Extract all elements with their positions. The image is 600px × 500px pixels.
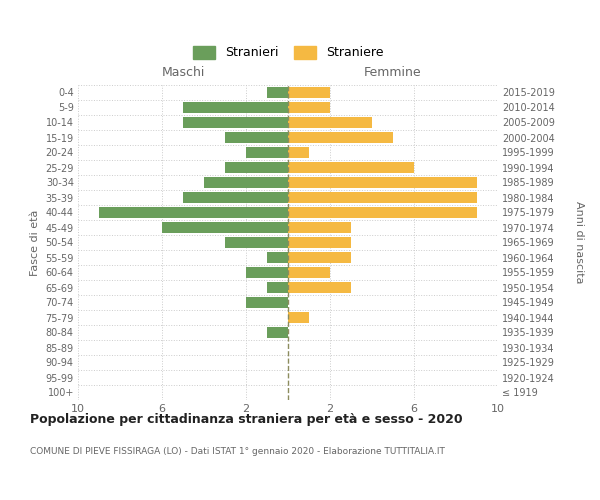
Y-axis label: Anni di nascita: Anni di nascita — [574, 201, 584, 284]
Bar — [288, 102, 330, 114]
Bar — [288, 312, 309, 324]
Bar — [288, 116, 372, 128]
Bar — [246, 296, 288, 308]
Text: Femmine: Femmine — [364, 66, 422, 78]
Bar — [225, 132, 288, 143]
Bar — [288, 222, 351, 234]
Bar — [288, 162, 414, 173]
Legend: Stranieri, Straniere: Stranieri, Straniere — [187, 41, 389, 64]
Bar — [225, 162, 288, 173]
Y-axis label: Fasce di età: Fasce di età — [30, 210, 40, 276]
Text: Maschi: Maschi — [161, 66, 205, 78]
Bar — [162, 222, 288, 234]
Bar — [288, 266, 330, 278]
Bar — [288, 176, 477, 188]
Bar — [288, 252, 351, 264]
Bar — [267, 282, 288, 294]
Bar — [288, 86, 330, 99]
Bar — [246, 146, 288, 158]
Bar — [183, 192, 288, 203]
Bar — [183, 116, 288, 128]
Bar — [204, 176, 288, 188]
Bar — [288, 132, 393, 143]
Bar — [288, 192, 477, 203]
Bar — [267, 86, 288, 99]
Bar — [288, 146, 309, 158]
Bar — [267, 326, 288, 338]
Bar — [225, 236, 288, 248]
Bar — [288, 236, 351, 248]
Bar — [267, 252, 288, 264]
Bar — [246, 266, 288, 278]
Bar — [99, 206, 288, 218]
Bar — [288, 206, 477, 218]
Bar — [183, 102, 288, 114]
Text: COMUNE DI PIEVE FISSIRAGA (LO) - Dati ISTAT 1° gennaio 2020 - Elaborazione TUTTI: COMUNE DI PIEVE FISSIRAGA (LO) - Dati IS… — [30, 448, 445, 456]
Bar — [288, 282, 351, 294]
Text: Popolazione per cittadinanza straniera per età e sesso - 2020: Popolazione per cittadinanza straniera p… — [30, 412, 463, 426]
